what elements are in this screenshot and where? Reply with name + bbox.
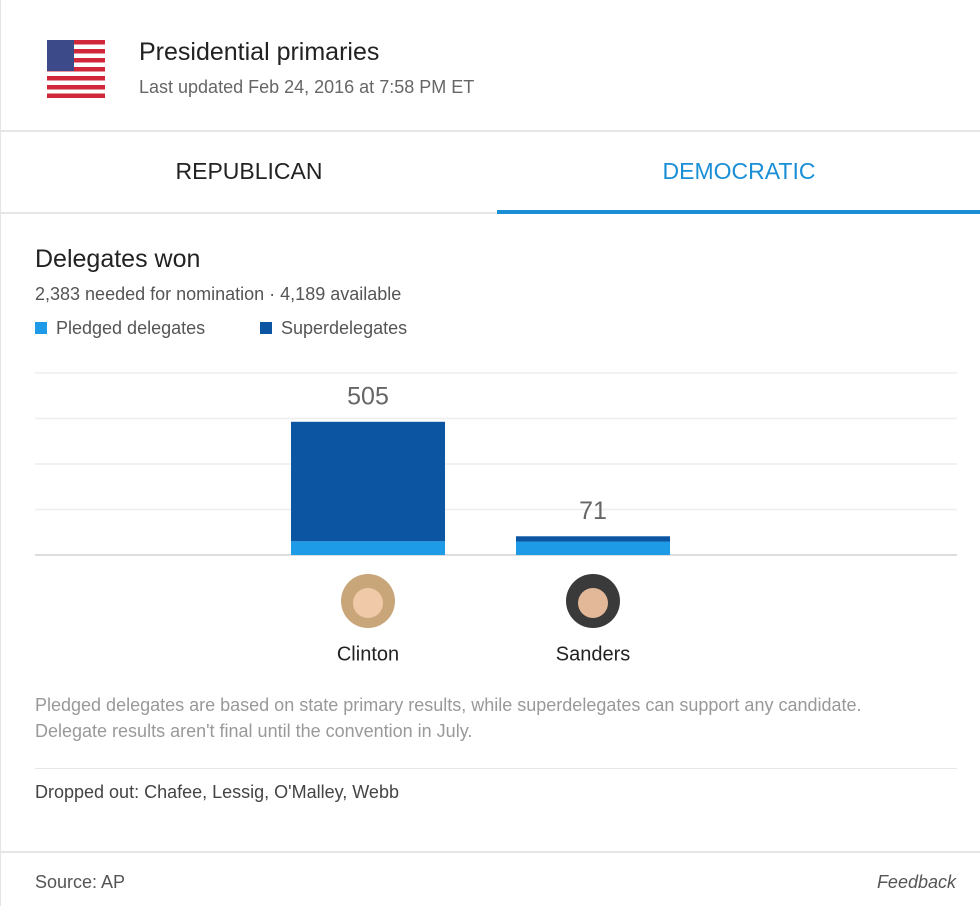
header-title: Presidential primaries (139, 38, 380, 66)
bar-segment (291, 541, 445, 555)
candidate-name: Sanders (556, 643, 631, 665)
bar-segment (516, 536, 670, 542)
legend-label: Pledged delegates (56, 318, 205, 338)
divider (35, 768, 957, 769)
divider (1, 851, 980, 853)
bar-segment (291, 421, 445, 542)
avatar-face (578, 588, 608, 618)
candidate-name: Clinton (337, 643, 399, 665)
active-tab-indicator (497, 210, 980, 214)
divider (1, 212, 980, 214)
us-flag (47, 40, 105, 98)
tab-democratic[interactable]: DEMOCRATIC (662, 158, 816, 184)
chart-title: Delegates won (35, 245, 201, 273)
chart-subtitle: 2,383 needed for nomination · 4,189 avai… (35, 284, 402, 304)
feedback-link[interactable]: Feedback (876, 872, 956, 892)
source: Source: AP (35, 872, 126, 892)
legend-swatch (260, 322, 272, 334)
chart: Pledged delegates Superdelegates 505 Clinto… (35, 318, 957, 665)
avatar-face (353, 588, 383, 618)
legend-swatch (35, 322, 47, 334)
candidate-avatar (341, 574, 395, 628)
divider (1, 130, 980, 132)
note: Pledged delegates are based on state pri… (35, 695, 862, 741)
bar-segment (516, 541, 670, 555)
bar-total-label: 505 (347, 382, 389, 410)
legend-label: Superdelegates (281, 318, 407, 338)
header-subtitle: Last updated Feb 24, 2016 at 7:58 PM ET (139, 77, 475, 97)
bar-total-label: 71 (579, 497, 607, 525)
dropped-out: Dropped out: Chafee, Lessig, O'Malley, W… (35, 782, 399, 802)
candidate-avatar (566, 574, 620, 628)
tab-republican[interactable]: REPUBLICAN (175, 158, 323, 184)
